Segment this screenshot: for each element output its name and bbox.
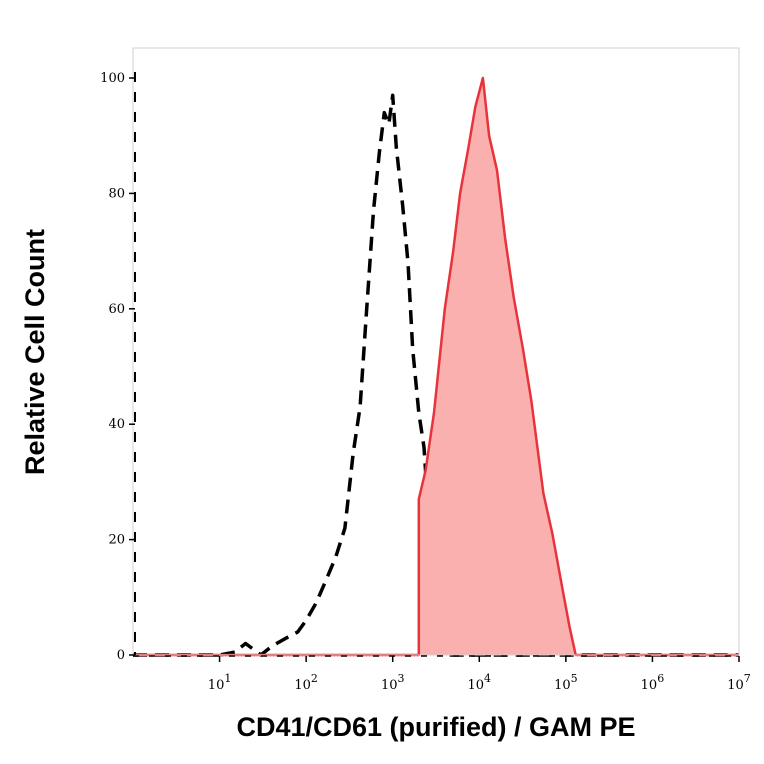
plot-frame [132,47,740,656]
axis-layer: 0 20 40 60 80 100 101 102 103 104 105 106 107 [100,71,751,693]
series-1-line [133,76,739,657]
y-axis-title: Relative Cell Count [20,229,50,475]
y-tick-label-40: 40 [108,417,125,432]
x-axis-title: CD41/CD61 (purified) / GAM PE [236,712,635,742]
x-tick-label-6: 106 [641,672,665,693]
x-tick-label-4: 104 [468,672,492,693]
x-tick-label-1: 101 [208,672,232,693]
series-0-line [133,93,739,657]
series-1-fill [133,78,739,655]
x-tick-label-5: 105 [554,672,578,693]
x-tick-label-2: 102 [294,672,318,693]
y-tick-label-0: 0 [117,648,125,663]
series-layer [133,76,739,657]
y-tick-label-60: 60 [108,302,125,317]
x-tick-label-3: 103 [381,672,405,693]
y-tick-label-80: 80 [108,186,125,201]
y-tick-label-100: 100 [100,71,125,86]
y-tick-label-20: 20 [108,533,125,548]
x-tick-label-7: 107 [727,672,751,693]
